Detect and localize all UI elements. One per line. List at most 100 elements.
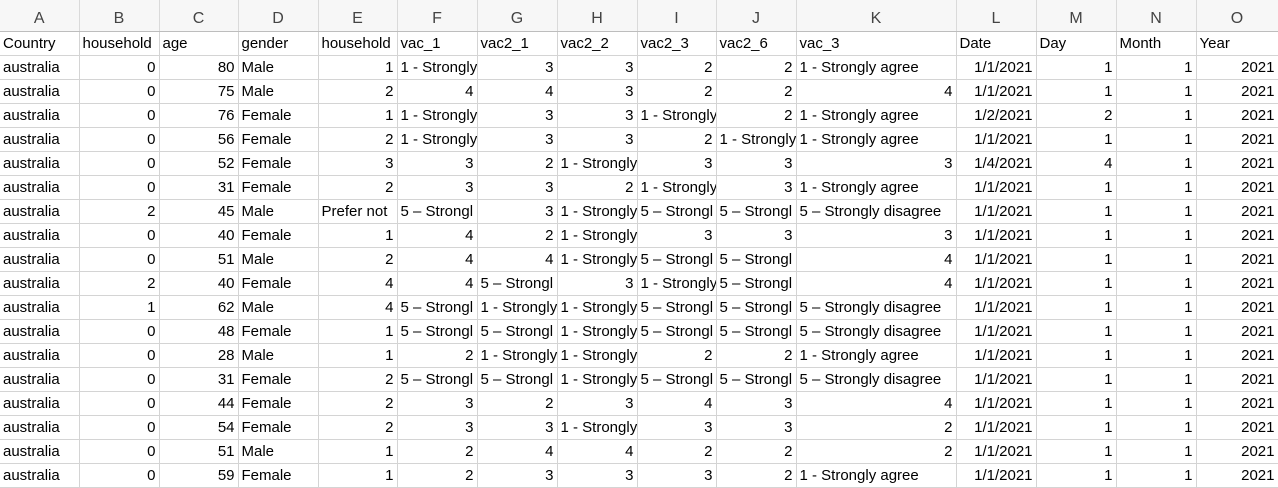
table-cell[interactable]: 4 (477, 439, 558, 464)
table-cell[interactable]: Female (238, 151, 319, 176)
table-cell[interactable]: 1 (1036, 367, 1117, 392)
table-cell[interactable]: 1/1/2021 (956, 367, 1037, 392)
table-cell[interactable]: australia (0, 151, 80, 176)
table-cell[interactable]: 0 (79, 415, 160, 440)
table-cell[interactable]: 4 (397, 79, 478, 104)
table-cell[interactable]: 2 (397, 463, 478, 488)
table-cell[interactable]: 40 (159, 271, 239, 296)
table-cell[interactable]: 1 (318, 463, 398, 488)
table-cell[interactable]: 2 (318, 247, 398, 272)
table-cell[interactable]: 56 (159, 127, 239, 152)
table-cell[interactable]: Female (238, 223, 319, 248)
table-cell[interactable]: 1 (1036, 415, 1117, 440)
table-cell[interactable]: Female (238, 415, 319, 440)
table-cell[interactable]: 1 (1116, 271, 1197, 296)
table-cell[interactable]: 1 (318, 55, 398, 80)
table-cell[interactable]: Female (238, 103, 319, 128)
table-cell[interactable]: 31 (159, 367, 239, 392)
table-cell[interactable]: 1 (1036, 271, 1117, 296)
table-cell[interactable]: 5 – Strongl (397, 199, 478, 224)
table-cell[interactable]: australia (0, 127, 80, 152)
header-cell[interactable]: vac_1 (397, 31, 478, 56)
table-cell[interactable]: 3 (557, 79, 638, 104)
table-cell[interactable]: 1 (1036, 127, 1117, 152)
table-cell[interactable]: 1 - Strongly (557, 343, 638, 368)
header-cell[interactable]: age (159, 31, 239, 56)
table-cell[interactable]: australia (0, 319, 80, 344)
table-cell[interactable]: 1 - Strongly (557, 247, 638, 272)
table-cell[interactable]: 5 – Strongl (637, 319, 717, 344)
table-cell[interactable]: 2 (477, 391, 558, 416)
table-cell[interactable]: australia (0, 391, 80, 416)
table-cell[interactable]: 5 – Strongl (637, 367, 717, 392)
table-cell[interactable]: 1/1/2021 (956, 319, 1037, 344)
table-cell[interactable]: 2021 (1196, 223, 1278, 248)
table-cell[interactable]: 2 (397, 439, 478, 464)
table-cell[interactable]: 1 (1116, 319, 1197, 344)
table-cell[interactable]: 4 (557, 439, 638, 464)
table-cell[interactable]: 2021 (1196, 463, 1278, 488)
table-cell[interactable]: 2 (397, 343, 478, 368)
header-cell[interactable]: vac2_6 (716, 31, 797, 56)
table-cell[interactable]: Female (238, 367, 319, 392)
table-cell[interactable]: Female (238, 391, 319, 416)
table-cell[interactable]: 0 (79, 247, 160, 272)
table-cell[interactable]: australia (0, 223, 80, 248)
table-cell[interactable]: 2021 (1196, 319, 1278, 344)
table-cell[interactable]: 44 (159, 391, 239, 416)
table-cell[interactable]: 1 (1116, 223, 1197, 248)
table-cell[interactable]: 3 (557, 103, 638, 128)
table-cell[interactable]: 5 – Strongl (477, 271, 558, 296)
table-cell[interactable]: 3 (716, 175, 797, 200)
table-cell[interactable]: 4 (397, 271, 478, 296)
table-cell[interactable]: 1 (318, 343, 398, 368)
column-header-e[interactable]: E (318, 0, 398, 32)
table-cell[interactable]: 3 (557, 127, 638, 152)
table-cell[interactable]: 5 – Strongl (477, 367, 558, 392)
table-cell[interactable]: 1/1/2021 (956, 223, 1037, 248)
table-cell[interactable]: 3 (716, 223, 797, 248)
table-cell[interactable]: 1 (1116, 463, 1197, 488)
table-cell[interactable]: 1 (1116, 415, 1197, 440)
column-header-j[interactable]: J (716, 0, 797, 32)
table-cell[interactable]: 0 (79, 463, 160, 488)
table-cell[interactable]: 2021 (1196, 415, 1278, 440)
table-cell[interactable]: 1 - Strongly agree (796, 103, 957, 128)
table-cell[interactable]: 1 - Strongly (557, 151, 638, 176)
table-cell[interactable]: 2 (318, 79, 398, 104)
table-cell[interactable]: 2021 (1196, 439, 1278, 464)
table-cell[interactable]: 4 (477, 247, 558, 272)
table-cell[interactable]: 2 (796, 439, 957, 464)
table-cell[interactable]: 51 (159, 439, 239, 464)
table-cell[interactable]: 28 (159, 343, 239, 368)
table-cell[interactable]: 1 - Strongly (557, 199, 638, 224)
table-cell[interactable]: 3 (637, 463, 717, 488)
table-cell[interactable]: 4 (318, 271, 398, 296)
table-cell[interactable]: 1 (318, 319, 398, 344)
table-cell[interactable]: 1/1/2021 (956, 463, 1037, 488)
table-cell[interactable]: 1 (1116, 79, 1197, 104)
table-cell[interactable]: 2021 (1196, 271, 1278, 296)
table-cell[interactable]: 0 (79, 175, 160, 200)
table-cell[interactable]: 1 - Strongly (397, 127, 478, 152)
table-cell[interactable]: 52 (159, 151, 239, 176)
column-header-l[interactable]: L (956, 0, 1037, 32)
table-cell[interactable]: 4 (1036, 151, 1117, 176)
table-cell[interactable]: Female (238, 127, 319, 152)
table-cell[interactable]: 2 (716, 439, 797, 464)
table-cell[interactable]: 3 (477, 175, 558, 200)
table-cell[interactable]: 4 (637, 391, 717, 416)
table-cell[interactable]: 3 (557, 463, 638, 488)
table-cell[interactable]: 59 (159, 463, 239, 488)
table-cell[interactable]: 2021 (1196, 343, 1278, 368)
header-cell[interactable]: Country (0, 31, 80, 56)
table-cell[interactable]: 3 (477, 127, 558, 152)
table-cell[interactable]: 2 (477, 151, 558, 176)
table-cell[interactable]: 1/4/2021 (956, 151, 1037, 176)
table-cell[interactable]: 1 (1116, 367, 1197, 392)
table-cell[interactable]: 3 (397, 151, 478, 176)
table-cell[interactable]: Female (238, 175, 319, 200)
table-cell[interactable]: 1 (1036, 391, 1117, 416)
table-cell[interactable]: 2021 (1196, 175, 1278, 200)
column-header-h[interactable]: H (557, 0, 638, 32)
